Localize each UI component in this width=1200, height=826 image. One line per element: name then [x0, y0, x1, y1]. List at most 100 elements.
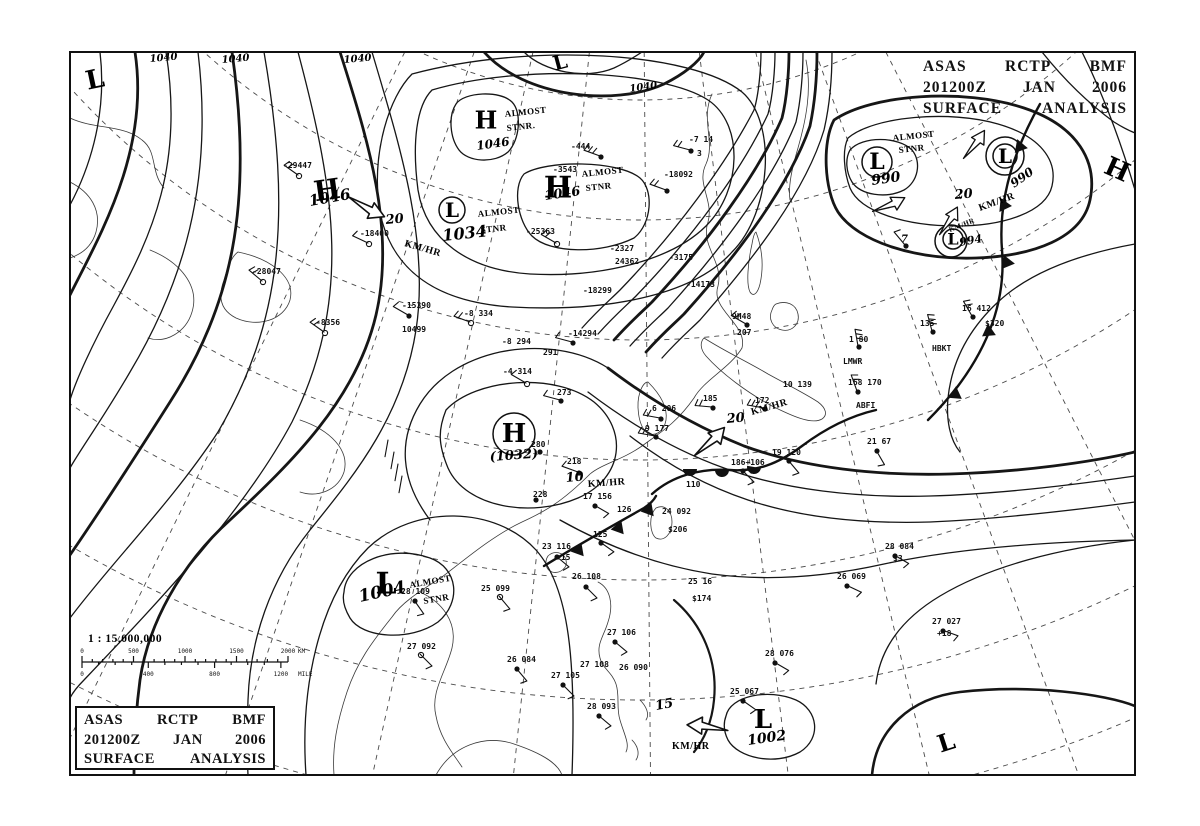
station-value: 28 093 [587, 702, 616, 711]
low-pressure-symbol: L [947, 230, 958, 249]
wind-barb-icon [561, 683, 575, 700]
station-value: -14173 [686, 280, 715, 289]
wind-barb-icon [875, 449, 886, 467]
station-value: 27 108 [580, 660, 609, 669]
station-value: 280 [531, 440, 546, 449]
isobar [70, 52, 203, 469]
chart-id-text: ANALYSIS [1042, 100, 1127, 117]
station-value: 6 206 [652, 404, 676, 413]
station-dot [558, 398, 564, 404]
chart-id-line: SURFACE ANALYSIS [84, 750, 266, 770]
low-pressure-symbol: L [375, 567, 396, 602]
isobar [70, 52, 172, 401]
isobar [587, 391, 1135, 497]
wind-barb-icon [413, 599, 425, 617]
wind-barb-icon [845, 584, 862, 598]
station-value: 9 177 [645, 424, 669, 433]
movement-arrow-icon [686, 716, 729, 735]
coastline [631, 739, 639, 761]
isobar [824, 94, 1094, 260]
movement-arrow-icon [938, 206, 959, 236]
chart-id-text: JAN [172, 731, 203, 748]
handwritten-value: 15 [654, 696, 674, 714]
wind-barb-icon [390, 451, 395, 470]
cold-front-pip [947, 386, 962, 399]
printed-label: STNR [898, 142, 925, 155]
coastline [597, 581, 628, 753]
chart-id-line: ASAS RCTP BMF [84, 711, 266, 731]
station-value: 27 027 [932, 617, 961, 626]
wind-barb-icon [773, 661, 790, 676]
station-value: LMWR [843, 357, 862, 366]
station-value: -3543 [553, 165, 577, 174]
isobar [661, 52, 833, 359]
isobar [581, 52, 762, 329]
printed-label: ALMOST [581, 165, 624, 179]
isobar [843, 115, 1054, 227]
station-value: 26 069 [837, 572, 866, 581]
low-pressure-symbol: L [83, 63, 107, 96]
high-pressure-symbol: H [475, 106, 498, 135]
station-value: 26 084 [507, 655, 536, 664]
chart-id-text: BMF [232, 712, 266, 728]
low-pressure-symbol: L [550, 49, 570, 76]
warm-front-pip [715, 469, 729, 477]
scale-km-label: 1500 [229, 648, 244, 655]
cold-front-pip [640, 502, 654, 517]
pressure-center-ring [861, 146, 893, 178]
wind-barb-icon [741, 699, 757, 715]
grid-meridian [643, 52, 651, 775]
station-value: HBKT [932, 344, 951, 353]
station-value: 28 109 [401, 587, 430, 596]
wind-barb-icon [515, 667, 528, 684]
coastline [70, 181, 98, 259]
cold-front-pip [610, 520, 624, 535]
isobar [723, 693, 816, 760]
chart-id-top-right: ASAS RCTP BMF 201200Z JAN 2006 SURFACE A… [923, 56, 1127, 119]
printed-label: STNR [480, 222, 507, 235]
grid-parallel [203, 52, 1077, 221]
movement-arrow-icon [693, 426, 726, 457]
chart-id-text: BMF [1089, 58, 1127, 75]
coastline [747, 231, 763, 295]
station-dot [537, 449, 543, 455]
isobar [612, 52, 791, 342]
station-value: 291 [543, 348, 558, 357]
grid-parallel [418, 52, 862, 101]
printed-label: KM/HR [977, 191, 1016, 214]
wind-barb-icon [498, 595, 511, 612]
station-value: -8 294 [502, 337, 531, 346]
cold-front-pip [982, 323, 996, 337]
station-value: 126 [617, 505, 632, 514]
wind-barb-icon [540, 229, 557, 244]
station-value: $320 [985, 319, 1004, 328]
pressure-center-ring [992, 143, 1018, 169]
chart-id-text: ASAS [84, 712, 124, 728]
scale-ratio: 1 : 15,000,000 [88, 633, 162, 645]
warm-front-pip [683, 469, 697, 476]
station-value: $206 [668, 525, 687, 534]
chart-id-text: ASAS [923, 58, 967, 75]
wind-barb-icon [510, 369, 527, 384]
coastline [435, 740, 563, 775]
station-value: 24 092 [662, 507, 691, 516]
printed-label: STNR [423, 592, 450, 606]
handwritten-value: 1046 [475, 134, 511, 153]
chart-id-text: RCTP [1005, 58, 1052, 75]
station-value: 185 [703, 394, 718, 403]
wind-barb-icon [309, 317, 325, 333]
station-value: -3175 [669, 253, 693, 262]
station-value: -25363 [526, 227, 555, 236]
station-value: 172 [755, 396, 770, 405]
station-value: -14294 [568, 329, 597, 338]
wind-barb-icon [398, 475, 403, 494]
grid-meridian [372, 52, 534, 775]
station-dot [658, 416, 664, 422]
isobar [70, 52, 333, 699]
low-pressure-symbol: L [998, 144, 1012, 168]
wind-barb-icon [543, 389, 561, 401]
isobar [70, 52, 103, 206]
wind-barb-icon [392, 301, 409, 316]
